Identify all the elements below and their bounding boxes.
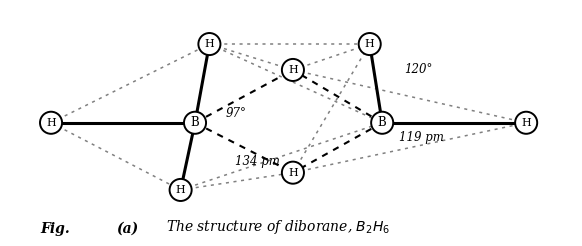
Text: (a): (a) (116, 222, 139, 236)
Text: 134 pm: 134 pm (235, 155, 280, 168)
Circle shape (282, 59, 304, 81)
Circle shape (359, 33, 381, 55)
Text: The structure of diborane, $B_2H_6$: The structure of diborane, $B_2H_6$ (166, 218, 390, 236)
Circle shape (184, 112, 206, 134)
Circle shape (198, 33, 221, 55)
Text: H: H (204, 39, 214, 49)
Text: H: H (365, 39, 375, 49)
Text: 97°: 97° (226, 107, 247, 120)
Text: H: H (288, 168, 298, 178)
Text: 120°: 120° (404, 63, 432, 77)
Text: Fig.: Fig. (41, 222, 70, 236)
Circle shape (40, 112, 62, 134)
Text: H: H (288, 65, 298, 75)
Text: H: H (176, 185, 186, 195)
Circle shape (169, 179, 191, 201)
Text: B: B (191, 116, 200, 129)
Circle shape (515, 112, 537, 134)
Text: H: H (46, 118, 56, 128)
Circle shape (282, 162, 304, 184)
Text: 119 pm: 119 pm (399, 131, 443, 144)
Text: H: H (521, 118, 531, 128)
Text: B: B (378, 116, 386, 129)
Circle shape (371, 112, 393, 134)
